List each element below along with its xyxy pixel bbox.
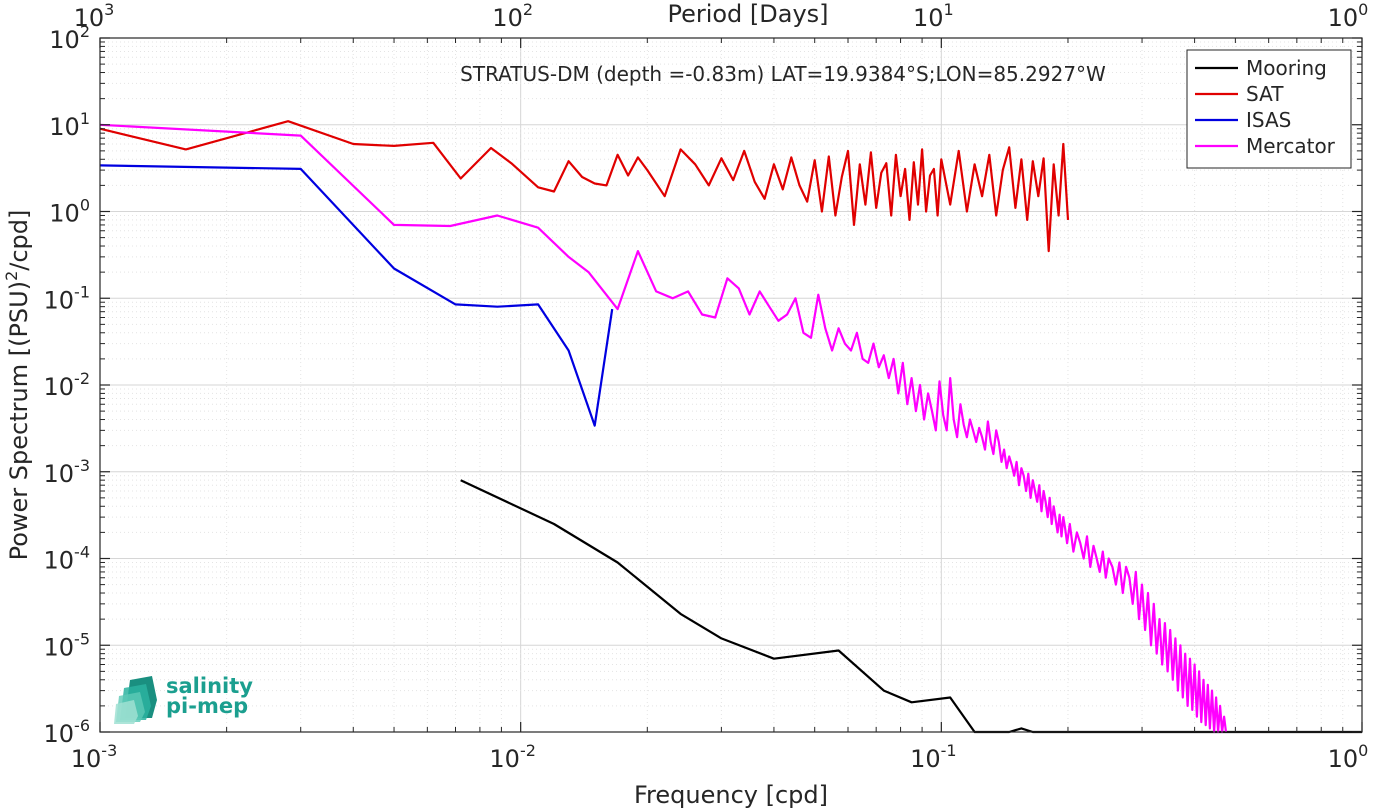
tick-labels: 10-3 10-2 10-1 100 10-6 10-5 10-4 10-3 10-2 10-1 1… xyxy=(44,0,1369,773)
period-tick-label: 103 xyxy=(74,0,115,32)
x-tick-label: 10-3 xyxy=(71,741,118,773)
y-tick-label: 10-4 xyxy=(44,543,91,575)
legend-label-sat: SAT xyxy=(1246,82,1284,106)
y-tick-label: 102 xyxy=(49,22,90,54)
legend-label-mooring: Mooring xyxy=(1246,56,1327,80)
y-tick-label: 10-3 xyxy=(44,456,91,488)
y-axis-label-sup: 2 xyxy=(2,271,21,281)
x-tick-label: 10-1 xyxy=(910,741,957,773)
period-axis-label: Period [Days] xyxy=(667,0,828,28)
svg-text:Power Spectrum [(PSU)2/cpd]: Power Spectrum [(PSU)2/cpd] xyxy=(2,210,33,561)
x-tick-label: 10-2 xyxy=(489,741,536,773)
period-tick-label: 102 xyxy=(492,0,533,32)
y-tick-label: 101 xyxy=(49,109,90,141)
logo-mark xyxy=(114,676,157,724)
logo-text-pimep: pi-mep xyxy=(166,694,248,718)
series-line-isas xyxy=(99,164,614,427)
series-line-sat xyxy=(99,120,1070,253)
logo-wave-4 xyxy=(114,700,138,724)
axis-ticks xyxy=(99,37,1363,733)
y-axis-label-tail: /cpd] xyxy=(5,210,33,271)
y-tick-label: 10-2 xyxy=(44,369,91,401)
period-tick-label: 100 xyxy=(1328,0,1369,32)
x-axis-label: Frequency [cpd] xyxy=(634,781,828,809)
y-tick-label: 10-5 xyxy=(44,629,91,661)
y-axis-label: Power Spectrum [(PSU)2/cpd] xyxy=(2,210,33,561)
series-line-mercator xyxy=(99,123,1228,734)
y-tick-label: 100 xyxy=(49,196,90,228)
period-tick-label: 101 xyxy=(913,0,954,32)
y-tick-label: 10-1 xyxy=(44,282,91,314)
legend-box xyxy=(1186,49,1352,169)
y-tick-label: 10-6 xyxy=(44,716,91,748)
legend-label-isas: ISAS xyxy=(1246,108,1291,132)
x-tick-label: 100 xyxy=(1328,741,1369,773)
logo-text-salinity: salinity xyxy=(166,674,253,698)
chart-title: STRATUS-DM (depth =-0.83m) LAT=19.9384°S… xyxy=(460,62,1106,86)
legend-label-mercator: Mercator xyxy=(1246,134,1336,158)
salinity-pi-mep-logo: salinity pi-mep xyxy=(114,674,253,724)
y-axis-label-main: Power Spectrum [(PSU) xyxy=(5,281,33,560)
grid xyxy=(100,38,1362,732)
